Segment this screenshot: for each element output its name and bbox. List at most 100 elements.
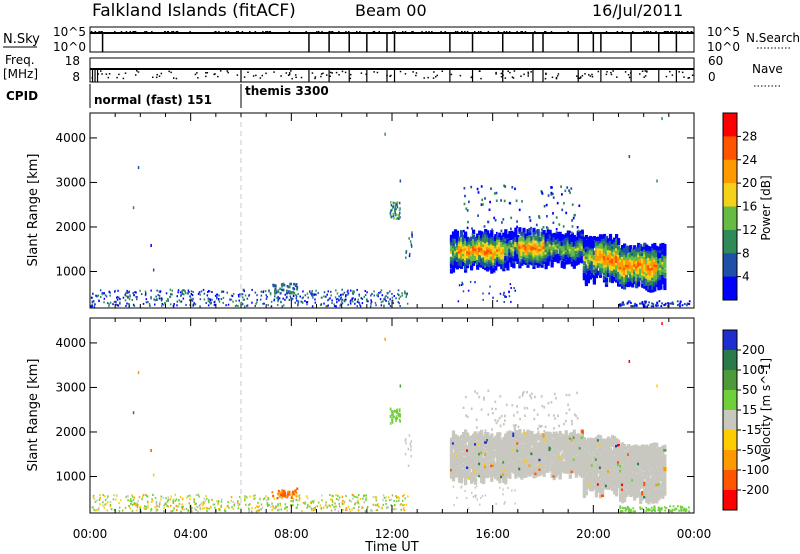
data-cell	[635, 256, 639, 262]
data-cell	[544, 468, 548, 473]
data-cell	[492, 442, 496, 448]
data-cell	[398, 297, 400, 300]
data-cell	[550, 253, 554, 258]
data-cell	[550, 441, 554, 446]
data-cell	[540, 255, 544, 261]
data-cell	[582, 449, 586, 454]
data-cell	[213, 301, 216, 304]
data-cell	[621, 269, 625, 274]
nave-dot	[579, 77, 582, 79]
data-cell	[516, 467, 520, 472]
data-cell	[190, 290, 193, 293]
data-cell	[663, 261, 667, 266]
data-cell	[604, 280, 609, 285]
data-cell	[392, 302, 395, 305]
data-cell	[623, 303, 625, 306]
data-cell	[556, 465, 560, 471]
data-cell	[455, 455, 460, 460]
data-cell	[598, 251, 603, 256]
data-cell	[518, 429, 522, 434]
data-cell	[508, 437, 512, 443]
data-cell	[584, 244, 588, 250]
data-cell	[623, 490, 627, 495]
data-cell	[663, 251, 667, 256]
data-cell	[570, 468, 574, 474]
nsky-dot	[666, 31, 668, 33]
power-colorbar-swatch	[723, 136, 737, 161]
data-cell	[658, 300, 661, 303]
data-cell	[570, 254, 574, 260]
data-cell	[663, 270, 667, 276]
nave-dot	[290, 70, 292, 72]
data-cell	[514, 444, 518, 450]
data-cell	[536, 445, 540, 450]
data-cell	[129, 294, 131, 297]
data-cell	[645, 464, 649, 469]
data-cell	[391, 296, 394, 299]
data-cell	[288, 493, 291, 496]
data-cell	[534, 433, 538, 439]
data-cell	[250, 510, 253, 513]
data-cell	[281, 489, 284, 492]
data-cell	[506, 263, 510, 268]
data-cell	[588, 240, 592, 246]
data-cell	[498, 259, 502, 265]
data-cell	[512, 254, 516, 259]
data-cell	[478, 247, 482, 253]
data-cell	[524, 258, 528, 263]
data-cell	[478, 455, 482, 461]
data-cell	[514, 289, 516, 292]
data-cell	[540, 263, 544, 268]
data-cell	[534, 470, 538, 475]
data-cell	[470, 241, 474, 246]
data-cell	[651, 285, 655, 290]
data-cell	[627, 480, 631, 486]
data-cell	[556, 463, 560, 468]
data-cell	[598, 440, 603, 445]
data-cell	[623, 260, 627, 266]
data-cell	[492, 255, 496, 261]
data-cell	[498, 254, 502, 260]
data-cell	[490, 261, 494, 267]
data-cell	[172, 498, 175, 501]
nave-label: Nave	[752, 62, 783, 76]
data-cell	[538, 459, 542, 464]
data-cell	[651, 283, 655, 288]
data-cell	[502, 464, 506, 469]
nave-dot	[196, 72, 198, 74]
data-cell	[552, 443, 556, 449]
data-cell	[516, 437, 520, 443]
data-cell	[492, 248, 496, 253]
data-cell	[649, 278, 653, 283]
data-cell	[189, 295, 191, 298]
data-cell	[528, 230, 532, 235]
data-cell	[482, 435, 486, 440]
data-cell	[631, 487, 635, 492]
data-cell	[399, 409, 401, 413]
data-cell	[594, 456, 598, 461]
data-cell	[321, 494, 323, 497]
data-cell	[201, 502, 203, 505]
data-cell	[351, 298, 353, 301]
data-cell	[653, 264, 657, 270]
data-cell	[455, 469, 460, 475]
data-cell	[496, 249, 500, 255]
data-cell	[468, 436, 472, 441]
data-cell	[259, 497, 261, 500]
data-cell	[623, 280, 627, 285]
data-cell	[468, 455, 472, 461]
data-cell	[457, 456, 462, 461]
data-cell	[278, 508, 280, 511]
data-cell	[470, 450, 474, 455]
data-cell	[472, 438, 476, 444]
data-cell	[502, 476, 506, 481]
data-cell	[348, 499, 351, 502]
data-cell	[602, 480, 607, 485]
data-cell	[530, 470, 534, 475]
data-cell	[524, 431, 528, 437]
nave-dot	[555, 76, 558, 79]
data-cell	[598, 474, 603, 479]
data-cell	[476, 187, 479, 191]
data-cell	[651, 268, 655, 273]
data-cell	[627, 263, 631, 268]
